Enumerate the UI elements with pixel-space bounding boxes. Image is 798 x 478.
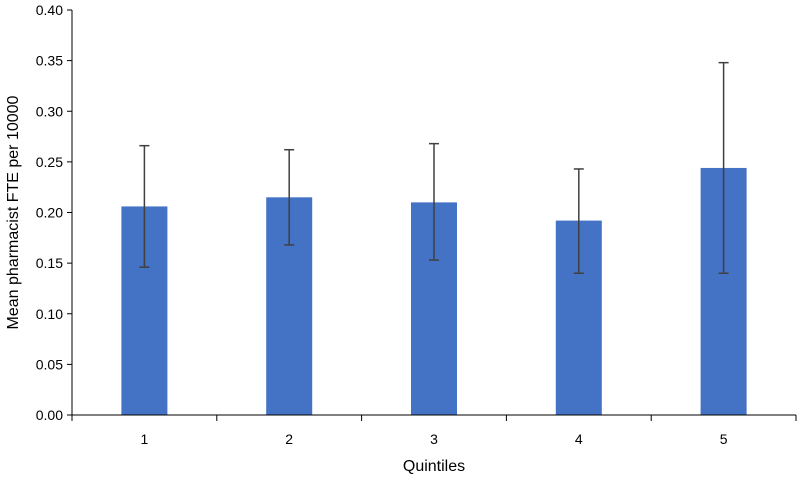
y-tick-label: 0.00 <box>36 407 63 423</box>
y-tick-label: 0.20 <box>36 205 63 221</box>
y-tick-label: 0.15 <box>36 255 63 271</box>
x-axis-ticks: 1 2 3 4 5 <box>71 415 797 447</box>
y-tick-label: 0.05 <box>36 356 63 372</box>
x-tick-label: 5 <box>720 431 728 447</box>
y-axis-title: Mean pharmacist FTE per 10000 <box>5 95 22 329</box>
x-axis-title: Quintiles <box>403 458 465 475</box>
y-tick-label: 0.35 <box>36 53 63 69</box>
x-tick-label: 4 <box>575 431 583 447</box>
y-tick-label: 0.30 <box>36 103 63 119</box>
x-tick-label: 1 <box>141 431 149 447</box>
x-tick-label: 2 <box>285 431 293 447</box>
error-bars <box>139 61 729 274</box>
y-tick-label: 0.25 <box>36 154 63 170</box>
x-tick-label: 3 <box>430 431 438 447</box>
y-tick-label: 0.40 <box>36 2 63 18</box>
y-tick-label: 0.10 <box>36 306 63 322</box>
y-axis-ticks: 0.00 0.05 0.10 0.15 0.20 0.25 0.30 0.35 0.40 <box>36 2 72 423</box>
